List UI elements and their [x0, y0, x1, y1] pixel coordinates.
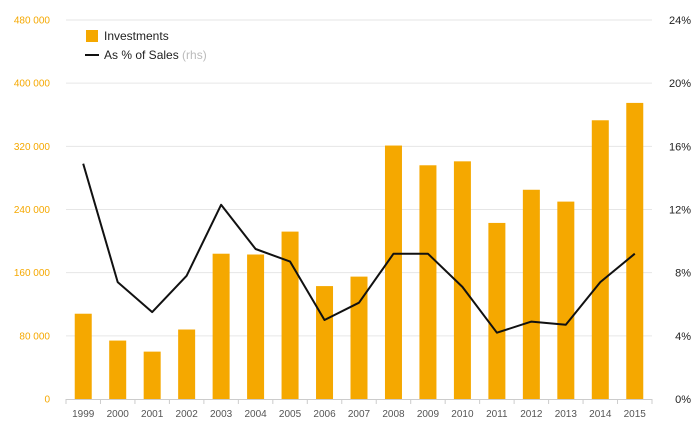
- bar-2003: [212, 253, 230, 399]
- x-tick-label: 2005: [279, 409, 302, 420]
- bar-2014: [591, 120, 609, 399]
- bar-2009: [419, 165, 437, 399]
- bar-2010: [453, 161, 471, 399]
- bar-2001: [143, 351, 161, 399]
- x-tick-label: 2012: [520, 409, 543, 420]
- legend-label-rhs: (rhs): [182, 48, 207, 62]
- x-tick-label: 2002: [176, 409, 199, 420]
- y-right-tick-label: 12%: [669, 205, 691, 217]
- x-tick-label: 2011: [486, 409, 508, 420]
- legend-label-investments: Investments: [104, 29, 169, 43]
- axes: 0 80 000 160 000 240 000 320 000 400 000 480 0…: [14, 15, 691, 420]
- bar-series: [74, 102, 644, 399]
- x-tick-label: 2003: [210, 409, 233, 420]
- y-right-tick-label: 0%: [675, 394, 691, 406]
- y-left-tick-label: 240 000: [14, 205, 51, 216]
- y-right-tick-label: 16%: [669, 141, 691, 153]
- y-right-tick-label: 20%: [669, 78, 691, 90]
- x-tick-label: 2006: [313, 409, 336, 420]
- x-tick-label: 2007: [348, 409, 371, 420]
- bar-1999: [74, 313, 92, 399]
- x-tick-label: 2009: [417, 409, 440, 420]
- grid: [66, 19, 652, 337]
- y-right-tick-label: 8%: [675, 268, 691, 280]
- bar-2013: [557, 201, 575, 399]
- x-tick-label: 1999: [72, 409, 95, 420]
- x-tick-label: 2014: [589, 409, 612, 420]
- y-left-tick-label: 160 000: [14, 268, 51, 279]
- y-left-tick-label: 0: [44, 395, 50, 406]
- x-tick-label: 2004: [244, 409, 267, 420]
- bar-2006: [316, 286, 334, 399]
- bar-2000: [109, 340, 127, 399]
- legend-swatch-investments: [86, 30, 98, 42]
- legend-label-as-pct-of-sales: As % of Sales (rhs): [104, 48, 207, 62]
- x-tick-label: 2013: [555, 409, 578, 420]
- y-left-tick-label: 320 000: [14, 142, 51, 153]
- line-as-pct-of-sales: [82, 163, 636, 334]
- y-right-tick-label: 24%: [669, 15, 691, 27]
- bar-2011: [488, 222, 506, 399]
- x-tick-label: 2001: [141, 409, 164, 420]
- bar-2015: [626, 102, 644, 399]
- x-tick-label: 2008: [382, 409, 405, 420]
- y-right-tick-label: 4%: [675, 331, 691, 343]
- y-left-tick-label: 400 000: [14, 79, 51, 90]
- bar-2007: [350, 276, 368, 399]
- bar-2008: [384, 145, 402, 399]
- bar-2004: [247, 254, 265, 399]
- bar-2005: [281, 231, 299, 399]
- bar-2002: [178, 329, 196, 399]
- x-tick-label: 2010: [451, 409, 474, 420]
- y-left-tick-label: 480 000: [14, 16, 51, 27]
- bar-2012: [522, 189, 540, 399]
- x-tick-label: 2000: [107, 409, 130, 420]
- legend: Investments As % of Sales (rhs): [85, 29, 207, 62]
- line-series: [82, 163, 636, 334]
- y-left-tick-label: 80 000: [19, 331, 50, 342]
- x-tick-label: 2015: [624, 409, 647, 420]
